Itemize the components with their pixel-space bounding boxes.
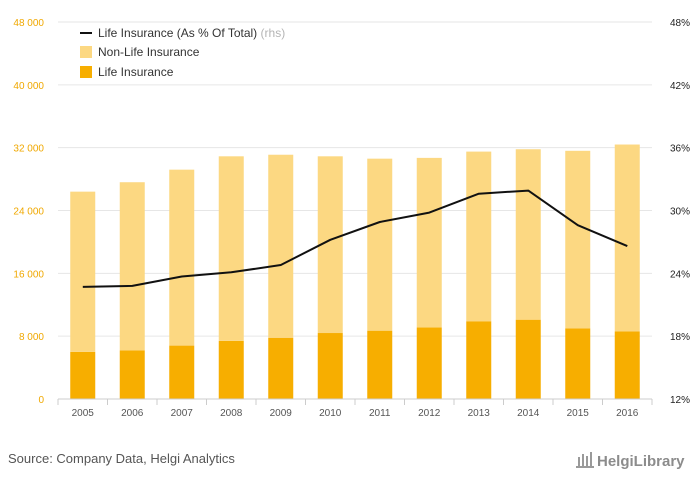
y-right-tick-label: 48% [670, 18, 690, 29]
helgi-library-logo: HelgiLibrary [576, 452, 685, 470]
y-left-tick-label: 32 000 [13, 144, 44, 155]
x-tick-label: 2015 [567, 408, 590, 419]
logo-icon [576, 452, 594, 468]
bar-non-life-insurance-2011 [367, 158, 393, 331]
bar-life-insurance-2014 [515, 319, 541, 399]
bar-life-insurance-2013 [466, 321, 492, 399]
bar-life-insurance-2009 [268, 337, 294, 399]
bar-non-life-insurance-2014 [515, 149, 541, 320]
y-left-tick-label: 0 [38, 395, 44, 406]
legend-swatch-life-insurance [80, 66, 92, 78]
legend-label: Life Insurance (As % Of Total) (rhs) [98, 26, 285, 40]
x-tick-label: 2010 [319, 408, 342, 419]
legend-label: Non-Life Insurance [98, 45, 200, 59]
left-axis: 0 8 000 16 000 24 000 32 000 40 000 48 000 [13, 18, 44, 406]
y-left-tick-label: 48 000 [13, 18, 44, 29]
x-tick-label: 2016 [616, 408, 639, 419]
bar-life-insurance-2011 [367, 330, 393, 399]
legend-label-text: Life Insurance (As % Of Total) [98, 26, 257, 40]
x-tick-label: 2011 [369, 408, 391, 419]
logo-text: HelgiLibrary [597, 453, 685, 470]
x-tick-label: 2009 [270, 408, 293, 419]
legend-label-suffix: (rhs) [257, 26, 285, 40]
source-note: Source: Company Data, Helgi Analytics [8, 451, 235, 466]
legend-swatch-non-life-insurance [80, 46, 92, 58]
legend-label-text: Non-Life Insurance [98, 45, 200, 59]
bar-life-insurance-2015 [565, 328, 591, 399]
x-tick-label: 2012 [418, 408, 441, 419]
bar-life-insurance-2005 [70, 351, 96, 399]
y-right-tick-label: 12% [670, 395, 690, 406]
gridlines [58, 21, 652, 337]
bar-non-life-insurance-2009 [268, 154, 294, 338]
x-axis: 2005 2006 2007 2008 2009 2010 2011 2012 2013 2014… [57, 398, 653, 419]
bar-non-life-insurance-2007 [169, 169, 195, 346]
y-right-tick-label: 30% [670, 207, 690, 218]
x-tick-label: 2007 [171, 408, 194, 419]
x-tick-label: 2014 [517, 408, 540, 419]
bars [70, 144, 640, 399]
legend-label-text: Life Insurance [98, 65, 174, 79]
x-tick-label: 2008 [220, 408, 243, 419]
bar-life-insurance-2008 [218, 340, 244, 399]
bar-life-insurance-2006 [119, 350, 145, 399]
bar-non-life-insurance-2013 [466, 151, 492, 322]
legend-label: Life Insurance [98, 65, 174, 79]
bar-life-insurance-2010 [317, 333, 343, 399]
bar-non-life-insurance-2006 [119, 182, 145, 351]
x-tick-label: 2005 [72, 408, 95, 419]
bar-non-life-insurance-2012 [416, 157, 442, 328]
y-right-tick-label: 42% [670, 81, 690, 92]
legend: Life Insurance (As % Of Total) (rhs) Non-… [80, 26, 285, 79]
y-left-tick-label: 16 000 [13, 269, 44, 280]
x-tick-label: 2006 [121, 408, 144, 419]
bar-non-life-insurance-2008 [218, 156, 244, 341]
bar-life-insurance-2016 [614, 331, 640, 399]
bar-life-insurance-2007 [169, 345, 195, 399]
right-axis: 12% 18% 24% 30% 36% 42% 48% [670, 18, 690, 406]
y-right-tick-label: 24% [670, 269, 690, 280]
y-left-tick-label: 40 000 [13, 81, 44, 92]
y-right-tick-label: 18% [670, 332, 690, 343]
y-left-tick-label: 24 000 [13, 207, 44, 218]
y-right-tick-label: 36% [670, 144, 690, 155]
line-life-insurance-pct [82, 189, 628, 288]
y-left-tick-label: 8 000 [19, 332, 44, 343]
bar-non-life-insurance-2005 [70, 191, 96, 352]
bar-non-life-insurance-2015 [565, 150, 591, 329]
line-series [82, 189, 628, 288]
bar-life-insurance-2012 [416, 327, 442, 399]
x-tick-label: 2013 [468, 408, 491, 419]
bar-non-life-insurance-2016 [614, 144, 640, 332]
